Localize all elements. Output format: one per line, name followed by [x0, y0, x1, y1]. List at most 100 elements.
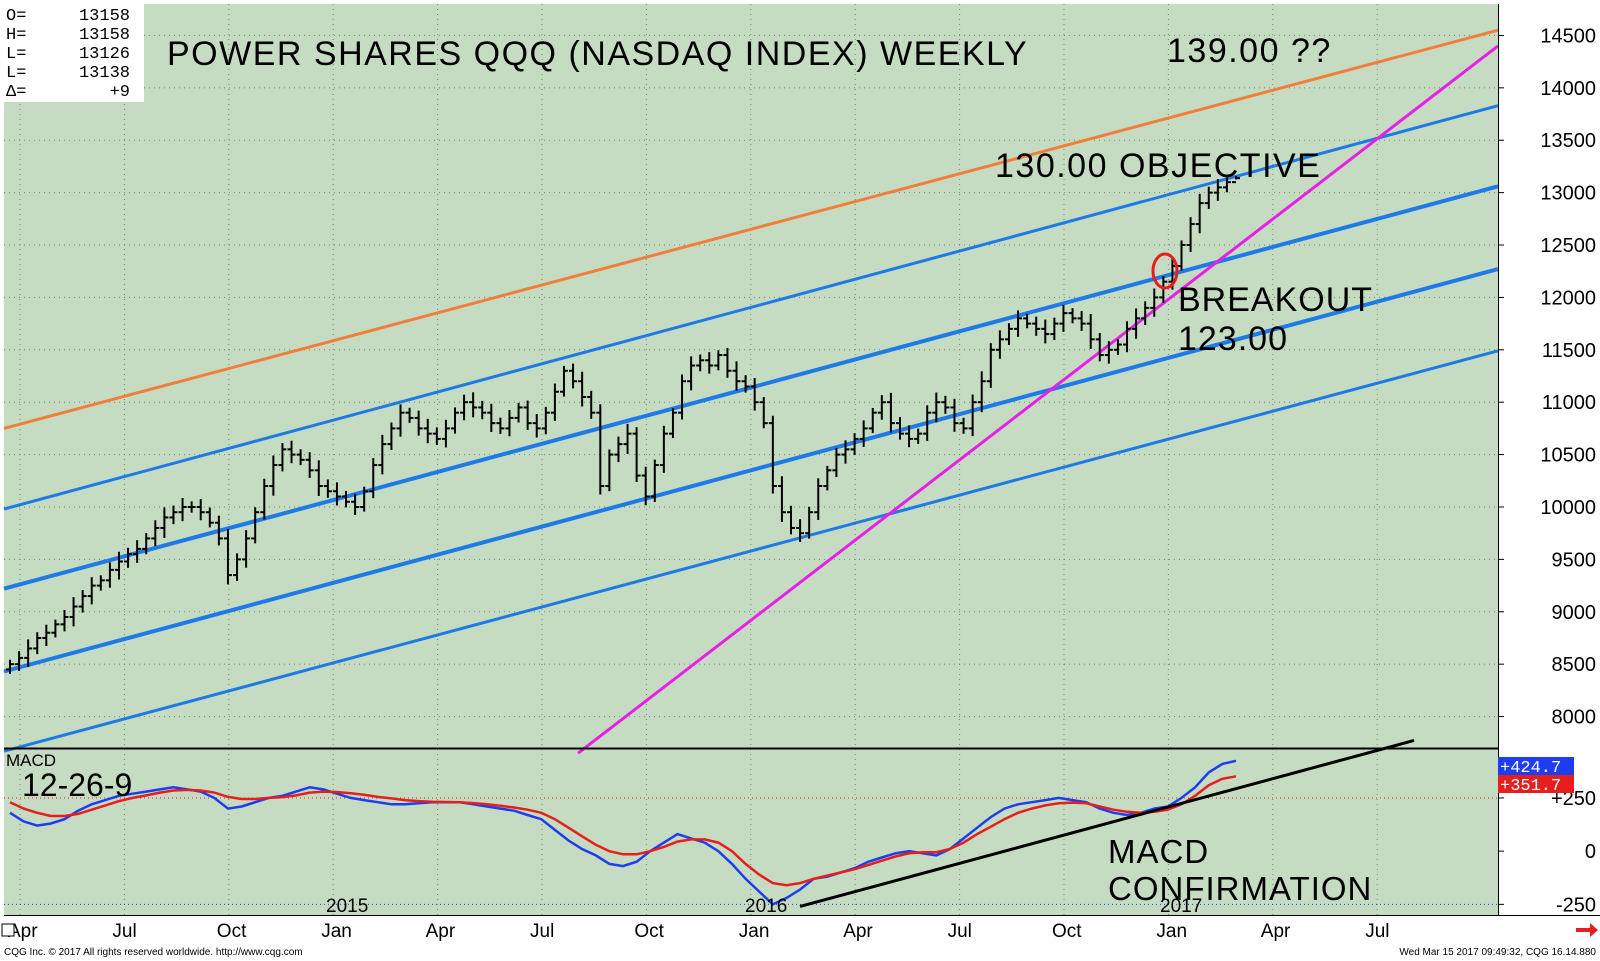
- month-label: Oct: [1052, 921, 1082, 942]
- price-bar: [1004, 323, 1013, 345]
- price-bar: [678, 374, 687, 420]
- ohlc-value-change: +9: [110, 83, 130, 102]
- ohlc-box-bg: [4, 4, 144, 102]
- month-label: Oct: [634, 921, 664, 942]
- price-bar: [260, 478, 269, 520]
- scroll-right-arrow-icon[interactable]: [1576, 923, 1598, 937]
- price-bar: [950, 398, 959, 432]
- price-bar: [223, 529, 232, 585]
- ohlc-readout: O= 13158 H= 13158 L= 13126 L= 13138 Δ= +…: [4, 4, 144, 102]
- channel-line-channel-3: [3, 267, 1499, 674]
- price-bar: [587, 390, 596, 419]
- channel-line-upper-orange: [3, 28, 1499, 430]
- month-label: Apr: [843, 921, 873, 942]
- price-bar: [369, 458, 378, 499]
- price-bar: [741, 375, 750, 393]
- signal-line: [9, 775, 1237, 887]
- price-bar: [1113, 339, 1122, 356]
- price-bar: [805, 506, 814, 539]
- price-axis: 8000 8500 9000 9500 10000 10500 11000 11500 1200…: [1498, 25, 1597, 729]
- price-bar: [1132, 308, 1141, 339]
- price-bar: [1014, 310, 1023, 337]
- price-bar: [823, 465, 832, 491]
- price-bar: [160, 507, 169, 538]
- price-bar: [469, 392, 478, 418]
- ohlc-key-low: L=: [6, 45, 26, 64]
- price-bar: [450, 407, 459, 434]
- month-label: Oct: [217, 921, 247, 942]
- price-bar: [487, 403, 496, 433]
- price-bar: [441, 419, 450, 448]
- price-bar: [541, 406, 550, 435]
- price-bar: [787, 505, 796, 535]
- price-bar: [60, 609, 69, 632]
- channel-line-channel-2: [3, 184, 1499, 591]
- breakout-label: BREAKOUT: [1178, 281, 1373, 319]
- price-bar: [814, 478, 823, 520]
- price-bar: [378, 434, 387, 475]
- price-bar: [623, 423, 632, 454]
- price-bar: [124, 547, 133, 568]
- price-bar: [523, 400, 532, 431]
- price-bar: [133, 540, 142, 563]
- price-bar: [24, 639, 33, 667]
- macd-series: [9, 739, 1415, 908]
- price-bar: [196, 499, 205, 521]
- price-bar: [205, 507, 214, 528]
- year-label: 2016: [745, 896, 787, 917]
- price-tick-label: 10000: [1540, 497, 1596, 519]
- year-label: 2015: [326, 896, 368, 917]
- price-bar: [959, 417, 968, 434]
- price-bar: [759, 397, 768, 429]
- price-bar: [278, 443, 287, 472]
- macd-tick-label: -250: [1556, 894, 1596, 916]
- chart-title: POWER SHARES QQQ (NASDAQ INDEX) WEEKLY: [167, 35, 1028, 73]
- month-label: Jan: [1156, 921, 1187, 942]
- price-bar: [432, 427, 441, 446]
- price-bar: [696, 354, 705, 372]
- price-bar: [841, 440, 850, 464]
- channel-line-channel-bottom: [3, 349, 1499, 753]
- macd-tick-label: +250: [1551, 788, 1596, 810]
- price-bar: [1150, 288, 1159, 317]
- price-bar: [505, 410, 514, 437]
- month-label: Jul: [530, 921, 554, 942]
- price-bar: [332, 482, 341, 506]
- price-bar: [351, 493, 360, 515]
- price-bar: [1077, 311, 1086, 331]
- price-tick-label: 11500: [1542, 340, 1596, 362]
- ohlc-key-open: O=: [6, 7, 26, 26]
- ohlc-key-high: H=: [6, 26, 26, 45]
- scroll-left-button[interactable]: [1, 923, 15, 937]
- channel-line-channel-top: [3, 104, 1499, 511]
- macd-params: 12-26-9: [22, 767, 132, 803]
- month-label: Jul: [112, 921, 136, 942]
- price-tick-label: 14500: [1540, 25, 1596, 47]
- price-bar: [1141, 301, 1150, 325]
- price-tick-label: 11000: [1542, 392, 1596, 414]
- price-tick-label: 8000: [1552, 707, 1597, 729]
- price-tick-label: 14000: [1540, 78, 1596, 100]
- price-bar: [905, 425, 914, 448]
- macd-label: MACD: [6, 751, 56, 770]
- breakout-circle: [1151, 252, 1179, 290]
- month-label: Jan: [321, 921, 352, 942]
- price-bar: [914, 428, 923, 444]
- month-label: Jul: [1365, 921, 1389, 942]
- signal-value-text: +351.7: [1500, 777, 1561, 796]
- price-bar: [986, 343, 995, 388]
- breakout-price-label: 123.00: [1178, 320, 1288, 358]
- price-bar: [1050, 317, 1059, 341]
- price-bar: [87, 577, 96, 605]
- price-bar: [550, 383, 559, 421]
- price-bar: [114, 551, 123, 580]
- price-bar: [732, 361, 741, 391]
- price-bar: [1023, 313, 1032, 329]
- price-bar: [1222, 177, 1231, 193]
- price-bar: [1104, 341, 1113, 364]
- month-label: Jul: [948, 921, 972, 942]
- price-bar: [777, 476, 786, 522]
- price-tick-label: 9000: [1552, 602, 1597, 624]
- grid: [4, 4, 1498, 915]
